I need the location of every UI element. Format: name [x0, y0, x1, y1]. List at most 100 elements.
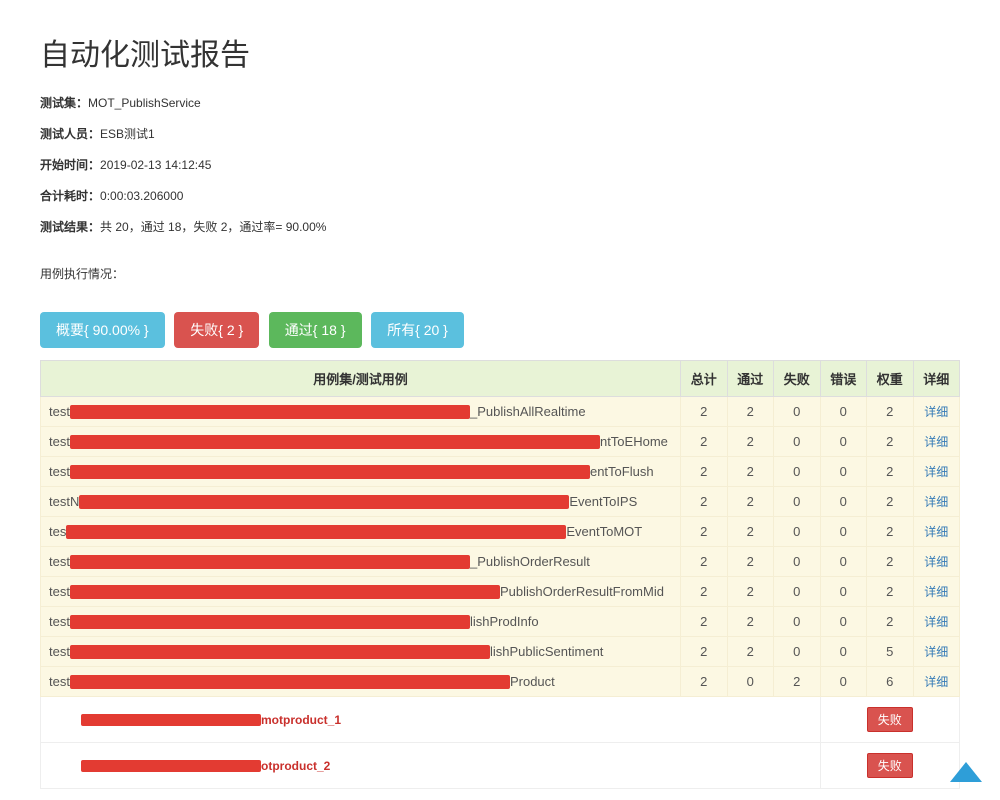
table-row: testentToFlush22002详细 — [41, 457, 960, 487]
row-fail: 0 — [774, 397, 821, 427]
sub-row: motproduct_1 失败 — [41, 697, 960, 743]
col-error: 错误 — [820, 361, 867, 397]
row-prefix: test — [49, 584, 70, 599]
detail-link[interactable]: 详细 — [924, 585, 948, 599]
row-suffix: EventToIPS — [569, 494, 637, 509]
redacted-block — [70, 405, 470, 419]
row-suffix: Product — [510, 674, 555, 689]
fail-badge[interactable]: 失败 — [867, 707, 913, 732]
row-detail: 详细 — [913, 397, 960, 427]
detail-link[interactable]: 详细 — [924, 615, 948, 629]
scroll-top-icon[interactable] — [950, 762, 982, 782]
row-name[interactable]: test_PublishAllRealtime — [41, 397, 681, 427]
fail-badge[interactable]: 失败 — [867, 753, 913, 778]
row-fail: 0 — [774, 457, 821, 487]
detail-link[interactable]: 详细 — [924, 405, 948, 419]
detail-link[interactable]: 详细 — [924, 675, 948, 689]
row-total: 2 — [681, 457, 728, 487]
detail-link[interactable]: 详细 — [924, 465, 948, 479]
row-detail: 详细 — [913, 547, 960, 577]
table-row: testNEventToIPS22002详细 — [41, 487, 960, 517]
row-weight: 2 — [867, 397, 914, 427]
redacted-block — [66, 525, 566, 539]
row-prefix: testN — [49, 494, 79, 509]
detail-link[interactable]: 详细 — [924, 645, 948, 659]
row-detail: 详细 — [913, 517, 960, 547]
row-prefix: test — [49, 434, 70, 449]
row-pass: 2 — [727, 517, 774, 547]
redacted-block — [81, 760, 261, 772]
row-name[interactable]: testlishPublicSentiment — [41, 637, 681, 667]
sub-row-suffix: motproduct_1 — [261, 713, 341, 727]
detail-link[interactable]: 详细 — [924, 435, 948, 449]
row-pass: 2 — [727, 427, 774, 457]
redacted-block — [70, 555, 470, 569]
redacted-block — [70, 645, 490, 659]
row-name[interactable]: tesEventToMOT — [41, 517, 681, 547]
table-row: testlishProdInfo22002详细 — [41, 607, 960, 637]
row-pass: 0 — [727, 667, 774, 697]
meta-suite-value: MOT_PublishService — [88, 96, 201, 110]
col-weight: 权重 — [867, 361, 914, 397]
redacted-block — [79, 495, 569, 509]
meta-duration-label: 合计耗时： — [40, 189, 100, 203]
row-weight: 5 — [867, 637, 914, 667]
row-name[interactable]: testPublishOrderResultFromMid — [41, 577, 681, 607]
row-fail: 0 — [774, 487, 821, 517]
row-weight: 2 — [867, 607, 914, 637]
detail-link[interactable]: 详细 — [924, 555, 948, 569]
tab-summary[interactable]: 概要{ 90.00% } — [40, 312, 165, 348]
row-error: 0 — [820, 577, 867, 607]
row-name[interactable]: testentToFlush — [41, 457, 681, 487]
row-weight: 2 — [867, 427, 914, 457]
meta-result-label: 测试结果： — [40, 220, 100, 234]
row-error: 0 — [820, 607, 867, 637]
tab-all[interactable]: 所有{ 20 } — [371, 312, 464, 348]
row-total: 2 — [681, 577, 728, 607]
detail-link[interactable]: 详细 — [924, 525, 948, 539]
meta-duration-value: 0:00:03.206000 — [100, 189, 183, 203]
sub-row-status: 失败 — [820, 743, 960, 789]
row-pass: 2 — [727, 607, 774, 637]
meta-start: 开始时间：2019-02-13 14:12:45 — [40, 156, 960, 173]
sub-row-name[interactable]: otproduct_2 — [41, 743, 821, 789]
col-fail: 失败 — [774, 361, 821, 397]
row-pass: 2 — [727, 487, 774, 517]
meta-tester: 测试人员：ESB测试1 — [40, 125, 960, 142]
exec-label: 用例执行情况： — [40, 265, 960, 282]
detail-link[interactable]: 详细 — [924, 495, 948, 509]
row-name[interactable]: test Product — [41, 667, 681, 697]
row-name[interactable]: testntToEHome — [41, 427, 681, 457]
row-pass: 2 — [727, 577, 774, 607]
row-fail: 0 — [774, 517, 821, 547]
row-pass: 2 — [727, 637, 774, 667]
col-name: 用例集/测试用例 — [41, 361, 681, 397]
row-total: 2 — [681, 487, 728, 517]
tab-fail[interactable]: 失败{ 2 } — [174, 312, 259, 348]
row-prefix: test — [49, 614, 70, 629]
redacted-block — [70, 435, 600, 449]
row-prefix: test — [49, 674, 70, 689]
meta-start-label: 开始时间： — [40, 158, 100, 172]
row-error: 0 — [820, 517, 867, 547]
row-name[interactable]: testN EventToIPS — [41, 487, 681, 517]
row-detail: 详细 — [913, 487, 960, 517]
row-suffix: _PublishAllRealtime — [470, 404, 586, 419]
row-name[interactable]: testlishProdInfo — [41, 607, 681, 637]
redacted-block — [70, 615, 470, 629]
row-pass: 2 — [727, 457, 774, 487]
sub-row-name[interactable]: motproduct_1 — [41, 697, 821, 743]
col-detail: 详细 — [913, 361, 960, 397]
row-total: 2 — [681, 547, 728, 577]
row-name[interactable]: test_PublishOrderResult — [41, 547, 681, 577]
meta-suite-label: 测试集： — [40, 96, 88, 110]
row-total: 2 — [681, 667, 728, 697]
row-weight: 6 — [867, 667, 914, 697]
row-prefix: test — [49, 554, 70, 569]
col-pass: 通过 — [727, 361, 774, 397]
row-detail: 详细 — [913, 667, 960, 697]
row-suffix: lishPublicSentiment — [490, 644, 603, 659]
page-title: 自动化测试报告 — [40, 30, 960, 74]
table-row: testProduct20206详细 — [41, 667, 960, 697]
tab-pass[interactable]: 通过{ 18 } — [269, 312, 362, 348]
